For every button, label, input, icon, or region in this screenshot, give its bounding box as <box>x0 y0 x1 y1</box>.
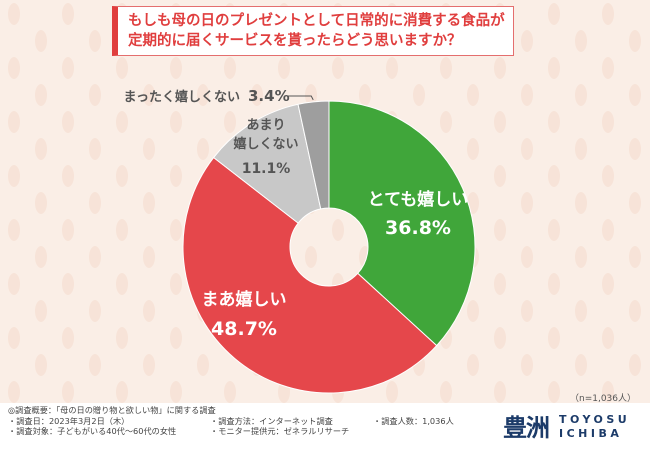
title-line-2: 定期的に届くサービスを貰ったらどう思いますか？ <box>128 33 462 49</box>
slice-somewhat-happy <box>182 156 438 394</box>
logo-line-1: TOYOSU <box>559 413 631 426</box>
toyosu-ichiba-logo: 豊洲 TOYOSU ICHIBA <box>503 408 643 446</box>
logo-line-2: ICHIBA <box>559 427 623 440</box>
logo-kanji: 豊洲 <box>503 413 550 442</box>
survey-date: ・調査日：2023年3月2日（木） <box>8 415 130 426</box>
sample-size-note: （n=1,036人） <box>569 394 636 404</box>
title-line-1: もしも母の日のプレゼントとして日常的に消費する食品が <box>128 13 505 29</box>
slice-not-very-happy <box>212 103 322 224</box>
label-not-very-happy-name-line-2: 嬉しくない <box>233 136 298 152</box>
label-not-very-happy-name-line-1: あまり <box>246 118 285 133</box>
label-not-very-happy-value: 11.1% <box>242 161 291 177</box>
label-not-happy-at-all-value: 3.4% <box>248 87 290 105</box>
footer-panel <box>0 403 650 450</box>
label-very-happy-name: とても嬉しい <box>368 189 469 210</box>
survey-target: ・調査対象：子どもがいる40代～60代の女性 <box>8 426 177 436</box>
slice-not-happy-at-all <box>297 100 330 210</box>
leader-line-not-happy-at-all <box>288 95 314 101</box>
chart-title: もしも母の日のプレゼントとして日常的に消費する食品が 定期的に届くサービスを貰っ… <box>112 6 514 56</box>
survey-method: ・調査方法：インターネット調査 <box>210 415 333 426</box>
label-somewhat-happy-name: まあ嬉しい <box>202 289 287 310</box>
label-somewhat-happy-value: 48.7% <box>211 318 277 340</box>
survey-count: ・調査人数：1,036人 <box>373 415 454 426</box>
slice-very-happy <box>328 100 476 347</box>
survey-provider: ・モニター提供元：ゼネラルリサーチ <box>210 426 350 436</box>
label-not-happy-at-all-name: まったく嬉しくない <box>124 89 240 105</box>
logo-english: TOYOSU ICHIBA <box>559 413 630 441</box>
label-very-happy-value: 36.8% <box>385 217 451 239</box>
survey-title: ◎調査概要：「母の日の贈り物と欲しい物」に関する調査 <box>8 405 216 415</box>
